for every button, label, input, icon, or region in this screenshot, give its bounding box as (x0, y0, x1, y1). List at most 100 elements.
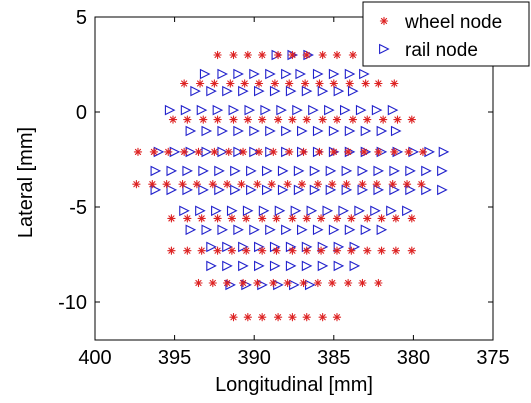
wheel-node-point (407, 115, 416, 124)
series-wheel-node (132, 50, 428, 322)
wheel-node-point (288, 214, 297, 223)
rail-node-point (359, 68, 370, 80)
rail-node-point (295, 68, 306, 80)
rail-node-point (265, 68, 276, 80)
rail-node-point (261, 184, 273, 196)
rail-node-point (254, 241, 265, 253)
wheel-node-point (222, 180, 232, 189)
wheel-node-point (318, 50, 327, 60)
wheel-node-point (345, 79, 354, 88)
wheel-node-point (283, 278, 292, 288)
wheel-node-point (300, 79, 310, 88)
wheel-node-point (391, 214, 401, 223)
rail-node-point (405, 184, 416, 196)
wheel-node-point (208, 180, 217, 189)
wheel-node-point (213, 246, 222, 255)
rail-node-point (199, 68, 211, 80)
wheel-node-point (313, 278, 323, 288)
wheel-node-point (258, 246, 267, 255)
wheel-node-point (242, 214, 251, 223)
rail-node-point (371, 104, 383, 116)
rail-node-point (405, 165, 416, 177)
wheel-node-point (299, 147, 308, 157)
rail-node-point (349, 241, 361, 253)
wheel-node-point (178, 180, 187, 189)
wheel-node-point (343, 278, 353, 288)
wheel-node-point (167, 214, 176, 223)
wheel-node-point (299, 278, 308, 288)
rail-node-point (387, 104, 399, 116)
rail-node-point (297, 224, 308, 236)
rail-node-point (421, 165, 432, 177)
rail-node-point (325, 184, 337, 196)
wheel-node-point (180, 79, 189, 88)
wheel-node-point (283, 180, 292, 189)
wheel-node-point (258, 214, 267, 223)
wheel-node-point (347, 214, 356, 223)
legend-entry-wheel-node: wheel node (379, 12, 502, 33)
axes-frame (94, 16, 494, 341)
rail-node-point (185, 224, 197, 236)
rail-node-point (354, 205, 365, 217)
rail-node-point (164, 104, 176, 116)
wheel-node-point (302, 50, 311, 60)
legend-box (362, 1, 530, 67)
wheel-node-point (226, 79, 235, 88)
wheel-node-point (242, 246, 251, 255)
wheel-node-point (318, 313, 327, 322)
wheel-node-point (258, 313, 267, 322)
wheel-node-point (302, 313, 311, 322)
rail-node-point (206, 241, 217, 253)
wheel-node-point (213, 50, 222, 60)
wheel-node-point (342, 180, 351, 189)
rail-node-point (198, 165, 209, 177)
rail-node-point (206, 260, 217, 272)
wheel-node-point (285, 147, 294, 157)
rail-node-point (226, 205, 238, 217)
wheel-node-point (254, 147, 264, 157)
wheel-node-point (229, 313, 238, 322)
wheel-node-point (363, 214, 372, 223)
wheel-node-point (222, 278, 232, 288)
wheel-node-point (361, 79, 370, 88)
rail-node-point (198, 184, 209, 196)
wheel-node-point (162, 180, 171, 189)
rail-node-point (370, 205, 381, 217)
rail-node-point (285, 260, 297, 272)
rail-node-point (333, 85, 345, 97)
wheel-node-point (133, 147, 143, 157)
rail-node-point (185, 125, 197, 137)
rail-node-point (376, 224, 388, 236)
rail-node-point (373, 184, 385, 196)
rail-node-point (150, 165, 162, 177)
rail-node-point (277, 184, 289, 196)
rail-node-point (338, 205, 349, 217)
wheel-node-point (243, 50, 252, 60)
wheel-node-point (132, 180, 141, 189)
rail-node-point (347, 85, 359, 97)
wheel-node-point (227, 214, 237, 223)
wheel-node-point (302, 115, 311, 124)
rail-node-point (269, 260, 281, 272)
rail-node-point (281, 146, 292, 158)
rail-node-point (217, 224, 228, 236)
wheel-node-point (332, 115, 342, 124)
wheel-node-point (391, 246, 401, 255)
wheel-node-point (227, 246, 237, 255)
wheel-node-point (374, 147, 383, 157)
wheel-node-point (238, 147, 248, 157)
rail-node-point (274, 205, 286, 217)
wheel-node-point (229, 50, 238, 60)
rail-node-point (214, 184, 225, 196)
rail-node-point (238, 85, 249, 97)
wheel-node-point (302, 214, 311, 223)
wheel-node-point (372, 180, 381, 189)
wheel-node-point (194, 147, 203, 157)
wheel-node-point (316, 246, 326, 255)
rail-node-point (254, 260, 265, 272)
rail-node-point (233, 125, 244, 137)
y-tick-label: -10 (58, 292, 87, 314)
rail-node-point (373, 165, 385, 177)
rail-node-point (249, 146, 260, 158)
wheel-node-point (418, 147, 428, 157)
